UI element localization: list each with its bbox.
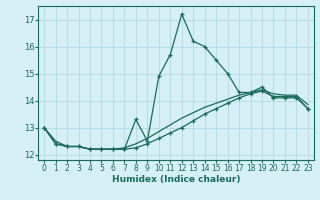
X-axis label: Humidex (Indice chaleur): Humidex (Indice chaleur) [112,175,240,184]
